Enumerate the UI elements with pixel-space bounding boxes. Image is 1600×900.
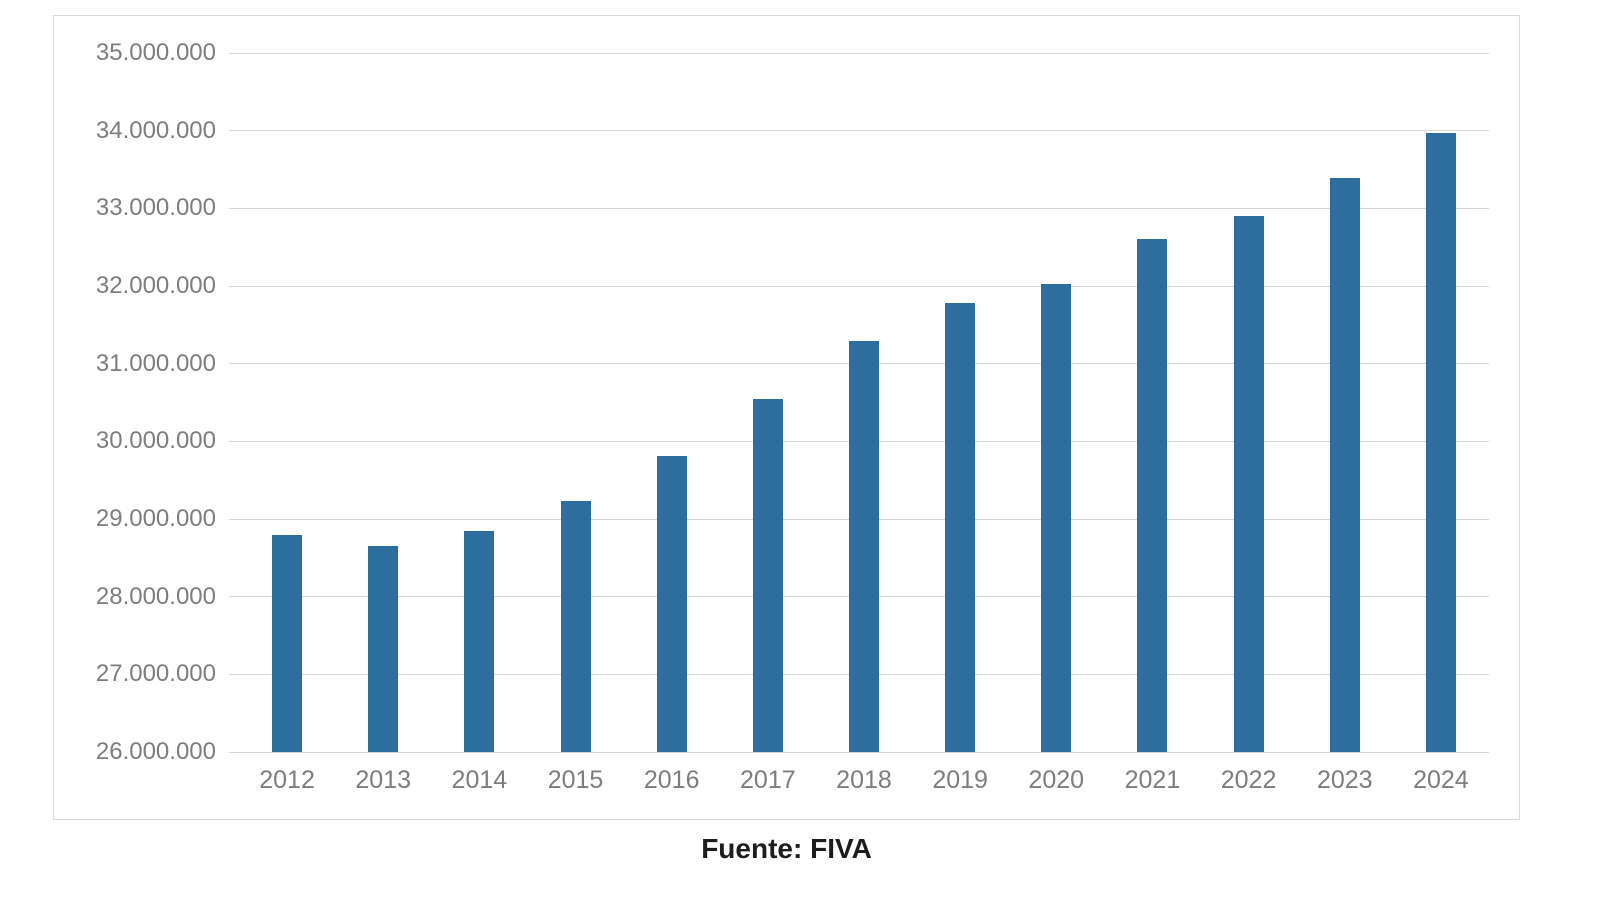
gridline-34000000 [229, 130, 1489, 132]
y-axis-tick-label: 28.000.000 [95, 582, 216, 610]
x-axis-tick-label: 2019 [932, 766, 988, 794]
x-axis-tick-label: 2018 [836, 766, 892, 794]
bar-2023 [1329, 178, 1360, 752]
y-axis-tick-label: 33.000.000 [95, 194, 216, 222]
y-axis-tick-label: 30.000.000 [95, 427, 216, 455]
x-axis-tick-label: 2023 [1316, 766, 1373, 794]
x-axis-tick-label: 2020 [1028, 766, 1085, 794]
source-note: Fuente: FIVA [701, 833, 872, 864]
bar-2024 [1425, 132, 1456, 752]
y-axis-tick-label: 35.000.000 [95, 39, 216, 66]
bar-2012 [272, 534, 303, 752]
x-axis-tick-label: 2021 [1124, 766, 1181, 794]
x-axis-tick-label: 2016 [643, 766, 700, 794]
y-axis-tick-label: 26.000.000 [95, 738, 216, 765]
y-axis-tick-label: 29.000.000 [95, 505, 216, 532]
bar-2014 [464, 530, 495, 752]
y-axis-tick-label: 31.000.000 [95, 349, 216, 377]
x-axis-tick-label: 2013 [355, 766, 412, 794]
bar-2018 [849, 341, 879, 752]
x-axis-tick-label: 2012 [259, 766, 315, 794]
y-axis-tick-label: 27.000.000 [95, 660, 216, 688]
bar-2013 [368, 546, 399, 752]
y-axis-tick-label: 32.000.000 [95, 272, 216, 299]
chart-panel: 35.000.000 34.000.000 33.000.000 32.000.000… [53, 15, 1520, 820]
gridline-32000000 [229, 285, 1489, 287]
bar-2022 [1233, 216, 1264, 752]
x-axis-tick-label: 2014 [451, 766, 508, 794]
x-axis-tick-label: 2017 [740, 766, 796, 794]
x-axis-tick-label: 2024 [1413, 766, 1469, 794]
bar-2015 [560, 501, 591, 752]
bar-2020 [1041, 283, 1072, 752]
x-axis-tick-label: 2015 [547, 766, 604, 794]
gridline-35000000 [229, 52, 1489, 54]
bar-2016 [656, 456, 687, 752]
gridline-26000000 [229, 751, 1489, 753]
bar-2019 [945, 303, 976, 752]
x-axis-tick-label: 2022 [1220, 766, 1277, 794]
gridline-33000000 [229, 207, 1489, 209]
y-axis-tick-label: 34.000.000 [95, 116, 216, 144]
bar-2017 [752, 398, 783, 752]
bar-2021 [1137, 239, 1168, 752]
